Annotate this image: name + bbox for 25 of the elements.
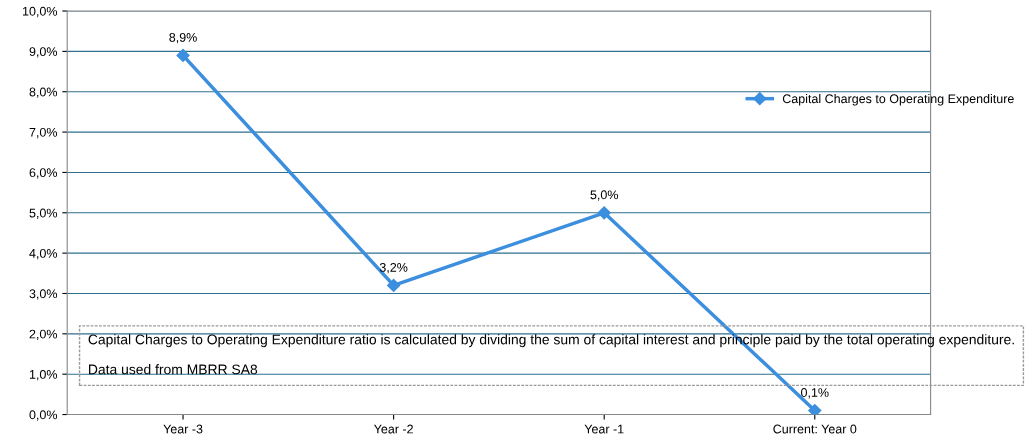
y-tick-label: 10,0%: [23, 6, 58, 18]
y-tick-label: 4,0%: [29, 248, 58, 260]
data-label: 5,0%: [590, 190, 618, 201]
legend-label: Capital Charges to Operating Expenditure: [782, 93, 1014, 106]
x-tick-label: Year -2: [373, 424, 413, 434]
x-tick-label: Year -3: [163, 424, 203, 434]
y-tick-label: 5,0%: [29, 208, 58, 219]
y-tick-label: 9,0%: [29, 47, 58, 58]
y-tick-label: 3,0%: [29, 289, 58, 300]
point: [597, 206, 611, 220]
x-tick-label: Current: Year 0: [773, 424, 857, 434]
y-tick-label: 2,0%: [29, 329, 58, 340]
y-tick-label: 1,0%: [29, 369, 58, 381]
y-tick-label: 7,0%: [29, 127, 58, 139]
point: [387, 278, 401, 293]
y-tick-label: 0,0%: [29, 410, 58, 421]
data-label: 3,2%: [379, 262, 408, 274]
x-tick-label: Year -1: [584, 424, 624, 434]
y-tick-label: 6,0%: [29, 168, 58, 179]
annotation: Data used from MBRR SA8: [89, 364, 258, 375]
point: [808, 403, 822, 415]
y-tick-label: 8,0%: [29, 87, 58, 98]
data-label: 8,9%: [169, 32, 197, 44]
data-label: 0,1%: [801, 388, 829, 399]
point: [176, 48, 190, 62]
